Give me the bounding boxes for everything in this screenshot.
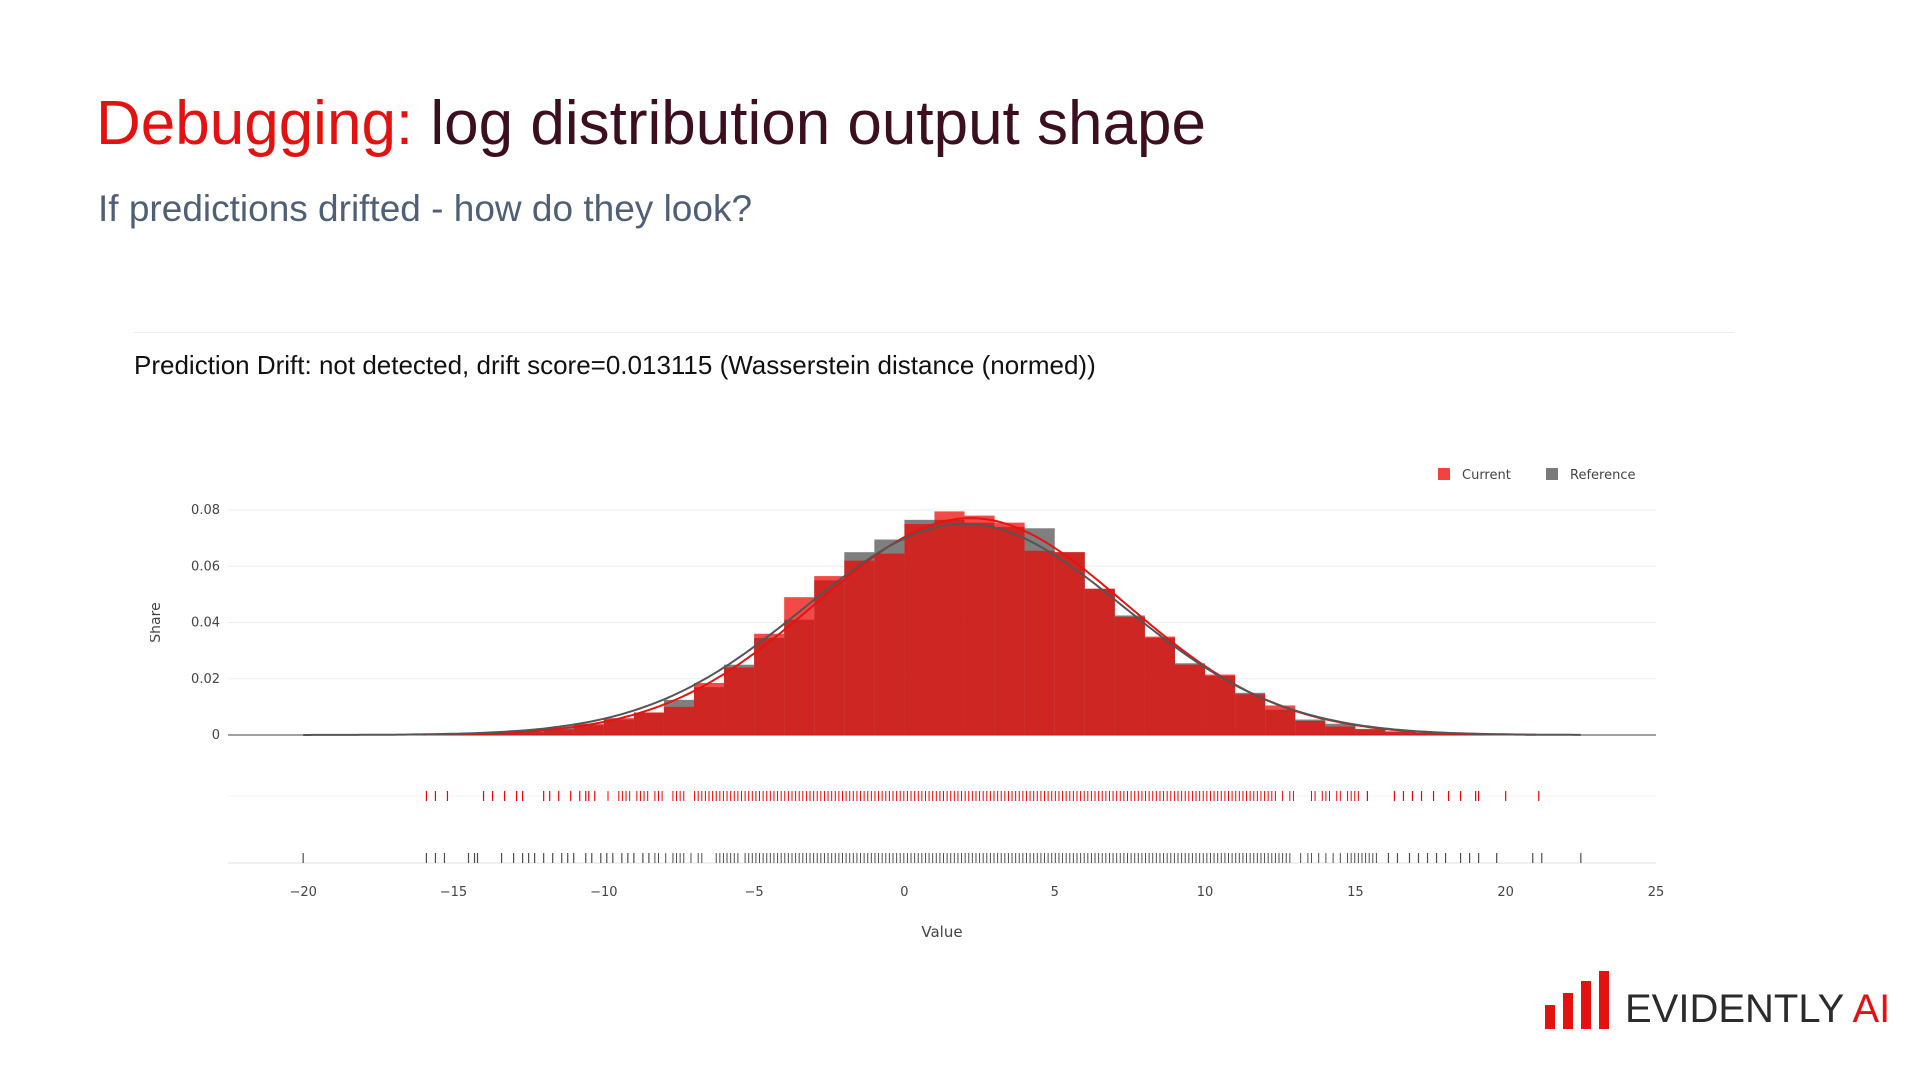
report-title: Prediction Drift: not detected, drift sc…: [134, 350, 1096, 381]
logo-bars-icon: [1545, 965, 1610, 1029]
x-tick-label: 0: [900, 885, 908, 900]
logo-text-main: EVIDENTLY: [1625, 987, 1853, 1031]
evidently-logo: EVIDENTLY AI: [1545, 975, 1885, 1045]
histogram-bar-current: [1355, 729, 1385, 735]
histogram-bar-current: [965, 516, 995, 735]
histogram-bar-current: [1115, 617, 1145, 735]
histogram-bar-current: [694, 683, 724, 735]
y-tick-label: 0: [212, 728, 220, 743]
histogram-bar-current: [1325, 727, 1355, 735]
x-tick-label: 10: [1197, 885, 1214, 900]
legend-swatch-current: [1438, 468, 1450, 480]
y-tick-label: 0.06: [191, 559, 220, 574]
x-tick-label: −15: [440, 885, 467, 900]
histogram-bar-current: [664, 707, 694, 735]
legend-label-current: Current: [1462, 468, 1511, 483]
histogram-bar-current: [1055, 552, 1085, 735]
histogram-bar-current: [634, 713, 664, 736]
legend-label-reference: Reference: [1570, 468, 1635, 483]
logo-text-accent: AI: [1853, 987, 1891, 1031]
x-tick-label: 5: [1051, 885, 1059, 900]
prediction-drift-chart: 0 0.02 0.04 0.06 0.08 Share −20 −15 −10 −5 0 5 10 15 2…: [150, 440, 1670, 960]
histogram-bar-current: [724, 668, 754, 736]
x-tick-label: −5: [745, 885, 764, 900]
histogram-bar-current: [1025, 551, 1055, 735]
histogram-bar-current: [1085, 589, 1115, 735]
x-tick-label: 25: [1648, 885, 1665, 900]
y-axis-label: Share: [150, 602, 164, 642]
slide-subtitle: If predictions drifted - how do they loo…: [98, 188, 752, 230]
histogram-bar-current: [934, 511, 964, 735]
histogram-bar-current: [1295, 721, 1325, 735]
x-tick-label: −20: [289, 885, 316, 900]
legend-swatch-reference: [1546, 468, 1558, 480]
y-tick-label: 0.04: [191, 616, 220, 631]
slide-title-rest: log distribution output shape: [430, 89, 1206, 158]
histogram-bar-current: [874, 554, 904, 735]
y-tick-label: 0.08: [191, 503, 220, 518]
histogram-bar-current: [1235, 694, 1265, 735]
histogram-bar-current: [1175, 665, 1205, 735]
x-tick-label: 15: [1347, 885, 1364, 900]
slide-title-accent: Debugging:: [96, 89, 413, 158]
histogram-bar-current: [844, 561, 874, 735]
x-axis-label: Value: [921, 923, 962, 941]
report-divider: [134, 332, 1734, 333]
x-tick-label: 20: [1497, 885, 1514, 900]
logo-text: EVIDENTLY AI: [1625, 987, 1890, 1032]
slide-title: Debugging: log distribution output shape: [96, 88, 1206, 159]
histogram-bar-current: [904, 524, 934, 735]
histogram-bar-current: [995, 523, 1025, 735]
x-tick-label: −10: [590, 885, 617, 900]
y-tick-label: 0.02: [191, 672, 220, 687]
histogram-bar-current: [1145, 637, 1175, 735]
